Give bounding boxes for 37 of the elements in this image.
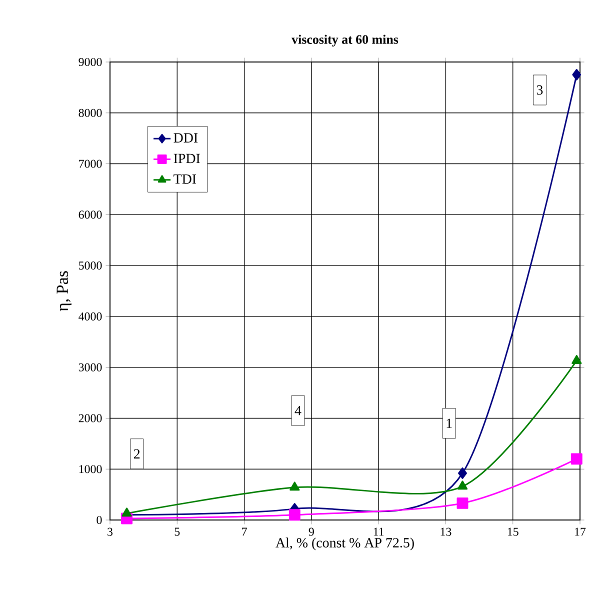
point xyxy=(572,68,582,80)
legend-label: DDI xyxy=(174,133,198,142)
x-tick-label: 11 xyxy=(374,528,384,536)
point xyxy=(570,453,582,465)
x-tick-label: 13 xyxy=(440,528,452,536)
point xyxy=(458,467,467,479)
point xyxy=(572,354,582,364)
annotation: 3 xyxy=(536,85,543,95)
y-tick-label: 3000 xyxy=(78,363,102,372)
x-tick-label: 15 xyxy=(508,528,518,536)
x-tick-label: 5 xyxy=(174,528,180,536)
y-axis-title: η, Pas xyxy=(56,271,72,312)
annotation: 2 xyxy=(134,449,140,458)
y-tick-label: 9000 xyxy=(78,58,102,66)
point xyxy=(122,508,132,517)
y-tick-label: 1000 xyxy=(79,465,102,474)
y-tick-label: 5000 xyxy=(79,262,102,270)
x-tick-label: 3 xyxy=(108,528,113,536)
annotation: 4 xyxy=(294,406,302,416)
y-tick-label: 4000 xyxy=(78,312,102,320)
x-tick-label: 17 xyxy=(575,528,586,536)
y-tick-label: 8000 xyxy=(78,108,102,117)
legend-label: TDI xyxy=(174,174,196,184)
y-tick-label: 2000 xyxy=(78,414,102,422)
y-tick-label: 6000 xyxy=(78,210,102,219)
y-tick-label: 7000 xyxy=(79,160,102,168)
legend-label: IPDI xyxy=(174,154,200,164)
point xyxy=(456,497,468,509)
point xyxy=(288,509,300,521)
y-tick-label: 0 xyxy=(96,516,102,524)
annotation: 1 xyxy=(446,418,452,428)
chart-title: viscosity at 60 mins xyxy=(292,34,398,47)
x-tick-label: 7 xyxy=(242,528,247,536)
x-axis-title: Al, % (const % AP 72.5) xyxy=(276,538,414,550)
point xyxy=(457,480,468,490)
point xyxy=(290,482,300,491)
x-tick-label: 9 xyxy=(308,528,314,536)
